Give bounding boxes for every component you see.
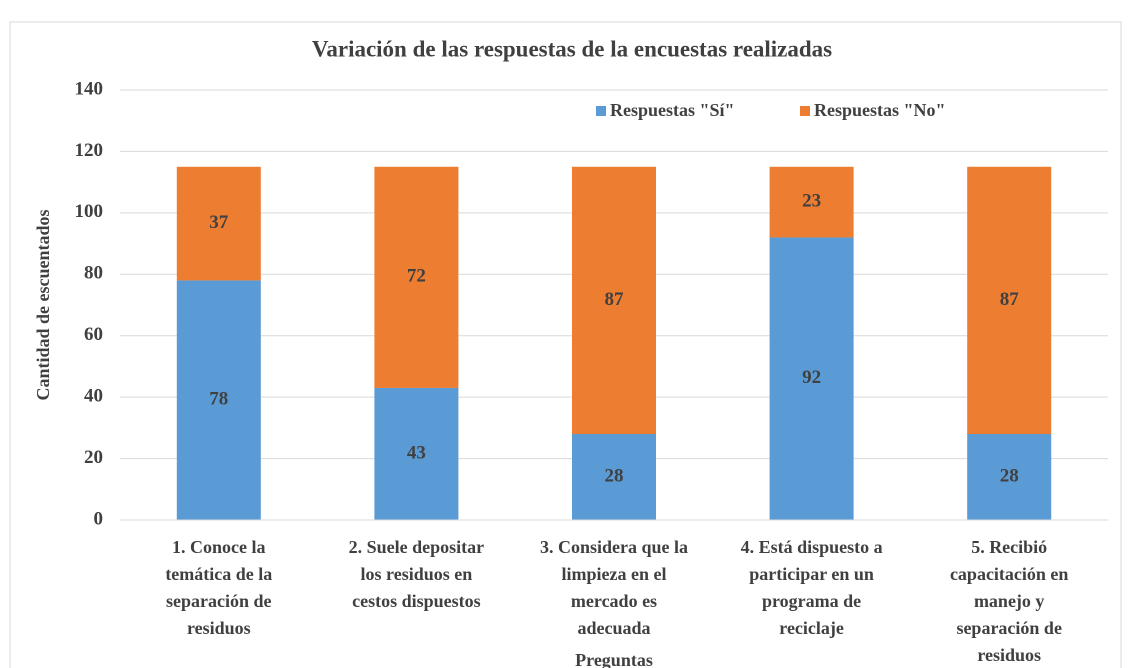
x-tick-label: separación de	[956, 618, 1062, 638]
chart-title: Variación de las respuestas de la encues…	[312, 36, 832, 61]
x-tick-label: temática de la	[165, 564, 272, 584]
y-tick-label: 100	[75, 201, 104, 222]
y-tick-label: 140	[75, 78, 104, 99]
legend-label: Respuestas "Sí"	[610, 100, 735, 120]
bar-segment	[769, 237, 854, 520]
y-tick-label: 60	[84, 324, 103, 345]
x-tick-label: 3. Considera que la	[540, 537, 688, 557]
x-tick-label: limpieza en el	[562, 564, 667, 584]
y-tick-label: 0	[94, 508, 104, 529]
y-tick-label: 40	[84, 386, 103, 407]
data-label: 87	[605, 289, 625, 310]
x-tick-label: participar en un	[749, 564, 874, 584]
bar-segment	[967, 434, 1052, 520]
x-tick-label: manejo y	[974, 591, 1045, 611]
x-tick-label: reciclaje	[779, 618, 844, 638]
data-label: 37	[209, 212, 229, 233]
x-axis-label: Preguntas	[575, 650, 653, 668]
bar-segment	[769, 166, 854, 238]
legend-swatch	[596, 106, 606, 116]
bar-segment	[176, 280, 261, 520]
bar-segment	[374, 387, 459, 520]
legend-swatch	[800, 106, 810, 116]
x-tick-label: residuos	[187, 618, 251, 638]
y-tick-label: 80	[84, 263, 103, 284]
x-tick-label: 5. Recibió	[971, 537, 1047, 557]
bar-segment	[967, 166, 1052, 435]
x-tick-label: los residuos en	[361, 564, 473, 584]
legend-label: Respuestas "No"	[814, 100, 946, 120]
x-tick-label: separación de	[166, 591, 272, 611]
data-label: 72	[407, 266, 426, 287]
bar-segment	[176, 166, 261, 281]
data-label: 28	[1000, 465, 1019, 486]
y-tick-label: 120	[75, 140, 104, 161]
data-label: 28	[605, 465, 624, 486]
data-label: 92	[802, 367, 821, 388]
x-tick-label: cestos dispuestos	[352, 591, 481, 611]
data-label: 43	[407, 442, 426, 463]
x-tick-label: capacitación en	[950, 564, 1069, 584]
data-label: 78	[209, 389, 228, 410]
x-tick-label: 1. Conoce la	[172, 537, 266, 557]
data-label: 23	[802, 190, 821, 211]
bar-segment	[572, 166, 656, 435]
x-tick-label: 2. Suele depositar	[349, 537, 485, 557]
x-tick-label: programa de	[762, 591, 861, 611]
bar-segment	[374, 166, 459, 388]
x-tick-label: residuos	[977, 645, 1041, 665]
x-tick-label: mercado es	[571, 591, 657, 611]
bar-segment	[572, 434, 656, 520]
y-axis-label: Cantidad de escuentados	[33, 209, 53, 400]
x-tick-label: adecuada	[577, 618, 650, 638]
x-tick-label: 4. Está dispuesto a	[741, 537, 883, 557]
y-tick-label: 20	[84, 447, 103, 468]
data-label: 87	[1000, 289, 1020, 310]
